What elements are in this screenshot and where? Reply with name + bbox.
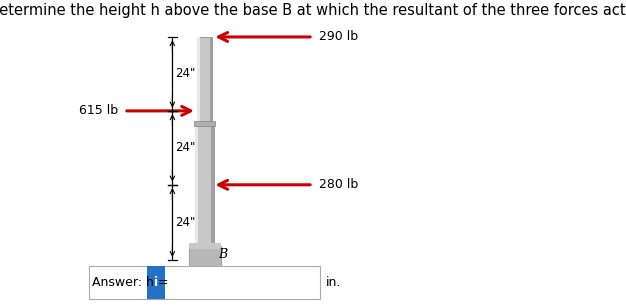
Bar: [90, 266, 320, 299]
Bar: [211, 125, 214, 246]
Text: in.: in.: [326, 276, 341, 289]
Bar: [188, 246, 221, 277]
Text: 24": 24": [175, 67, 195, 80]
Text: B: B: [218, 248, 228, 261]
Text: 290 lb: 290 lb: [319, 30, 357, 43]
Bar: [197, 37, 200, 125]
Text: 24": 24": [175, 216, 195, 229]
Bar: [197, 37, 212, 125]
Text: 24": 24": [175, 141, 195, 154]
Bar: [188, 243, 221, 249]
Bar: [195, 125, 198, 246]
Text: 615 lb: 615 lb: [80, 104, 118, 117]
Bar: [147, 266, 165, 299]
Text: 280 lb: 280 lb: [319, 178, 358, 191]
Bar: [195, 125, 214, 246]
Text: Answer: h =: Answer: h =: [91, 276, 172, 289]
Text: Determine the height h above the base B at which the resultant of the three forc: Determine the height h above the base B …: [0, 3, 626, 18]
Bar: [210, 37, 212, 125]
Text: i: i: [154, 276, 158, 289]
Bar: [194, 121, 215, 126]
